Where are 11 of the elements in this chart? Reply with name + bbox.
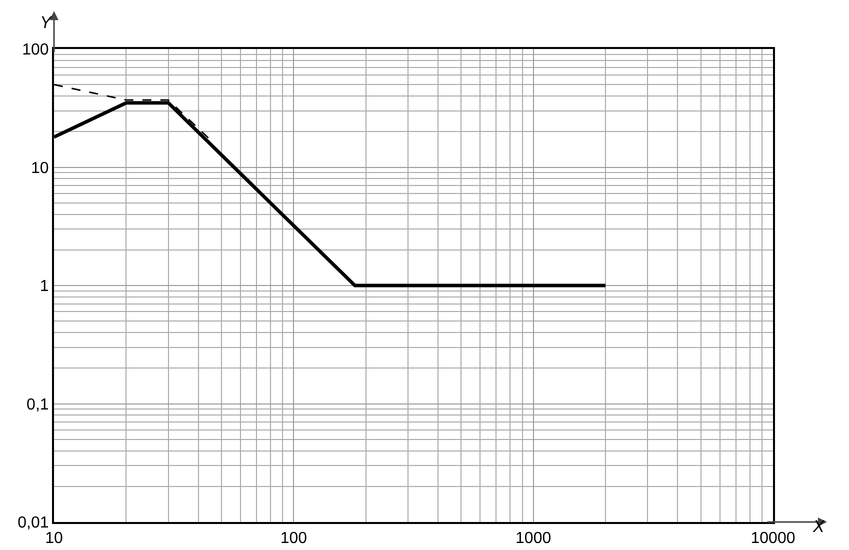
y-tick-label: 100 [22, 42, 49, 59]
y-axis-title: Y [40, 13, 53, 32]
y-tick-label: 0,1 [26, 396, 49, 414]
y-tick-label: 10 [31, 160, 49, 177]
x-tick-label: 10 [45, 530, 63, 548]
y-tick-label: 0,01 [18, 514, 49, 532]
x-tick-label: 10000 [750, 530, 796, 548]
x-tick-label: 1000 [516, 530, 552, 548]
x-axis-title: X [812, 517, 825, 536]
x-tick-label: 100 [280, 530, 308, 548]
y-tick-label: 1 [40, 278, 49, 296]
